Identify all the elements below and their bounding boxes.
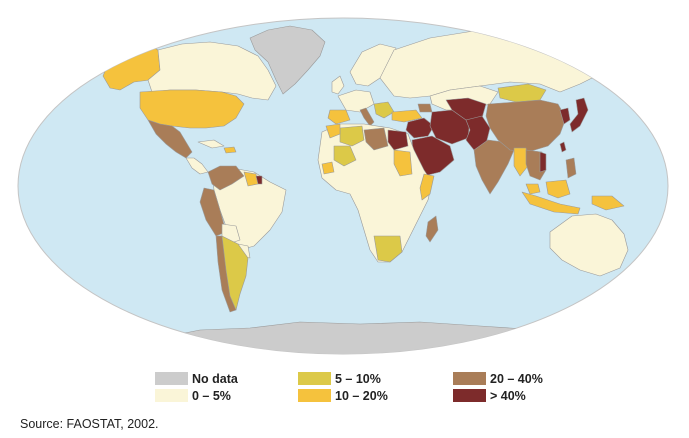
legend-item-5-10: 5 – 10% <box>298 371 381 386</box>
region-greenland <box>249 25 326 95</box>
legend-swatch-20-40 <box>453 372 486 385</box>
region-turkey <box>391 109 423 123</box>
region-caucasus <box>417 103 433 113</box>
legend-label-10-20: 10 – 20% <box>335 388 388 403</box>
legend-swatch-5-10 <box>298 372 331 385</box>
region-madagascar <box>425 215 439 243</box>
region-cuba <box>197 139 225 149</box>
region-canada <box>147 41 277 101</box>
source-note: Source: FAOSTAT, 2002. <box>20 417 159 431</box>
legend-swatch-no-data <box>155 372 188 385</box>
region-mexico <box>147 119 193 159</box>
legend-item-no-data: No data <box>155 371 238 386</box>
region-china <box>485 99 567 153</box>
region-balkans <box>373 101 395 119</box>
region-syria-iraq <box>405 117 435 139</box>
region-myanmar <box>513 147 529 177</box>
region-algeria <box>339 125 365 147</box>
region-somalia <box>419 173 435 201</box>
legend-label-20-40: 20 – 40% <box>490 371 543 386</box>
legend: No data 0 – 5% 5 – 10% 10 – 20% 20 – 40%… <box>155 371 575 405</box>
region-libya <box>363 127 389 151</box>
region-uk <box>331 75 345 95</box>
region-argentina <box>221 235 249 311</box>
region-mali <box>333 145 357 167</box>
region-malaysia <box>525 183 541 195</box>
legend-item-0-5: 0 – 5% <box>155 388 231 403</box>
legend-item-20-40: 20 – 40% <box>453 371 543 386</box>
legend-label-5-10: 5 – 10% <box>335 371 381 386</box>
legend-swatch-10-20 <box>298 389 331 402</box>
region-sudan <box>393 149 413 177</box>
region-japan <box>569 97 589 133</box>
region-taiwan <box>559 141 567 153</box>
region-korea <box>559 107 571 125</box>
region-borneo-sulawesi <box>545 179 571 199</box>
region-colombia-venezuela <box>207 165 245 191</box>
region-peru <box>199 187 227 237</box>
region-italy <box>359 107 375 127</box>
region-india <box>473 139 515 195</box>
region-suriname <box>255 175 263 185</box>
region-hispaniola <box>223 146 237 154</box>
region-sumatra-java <box>521 191 581 215</box>
region-morocco <box>325 123 341 139</box>
legend-item-over-40: > 40% <box>453 388 526 403</box>
legend-swatch-over-40 <box>453 389 486 402</box>
legend-label-0-5: 0 – 5% <box>192 388 231 403</box>
legend-swatch-0-5 <box>155 389 188 402</box>
world-map <box>17 17 669 355</box>
region-vietnam <box>539 151 547 173</box>
legend-label-over-40: > 40% <box>490 388 526 403</box>
region-new-guinea <box>591 195 625 211</box>
region-australia <box>549 213 629 277</box>
region-south-africa <box>373 235 403 263</box>
legend-label-no-data: No data <box>192 371 238 386</box>
legend-item-10-20: 10 – 20% <box>298 388 388 403</box>
region-philippines <box>565 157 577 179</box>
region-egypt <box>387 129 409 151</box>
region-west-africa-coast <box>321 161 335 175</box>
region-iberia <box>327 109 351 125</box>
